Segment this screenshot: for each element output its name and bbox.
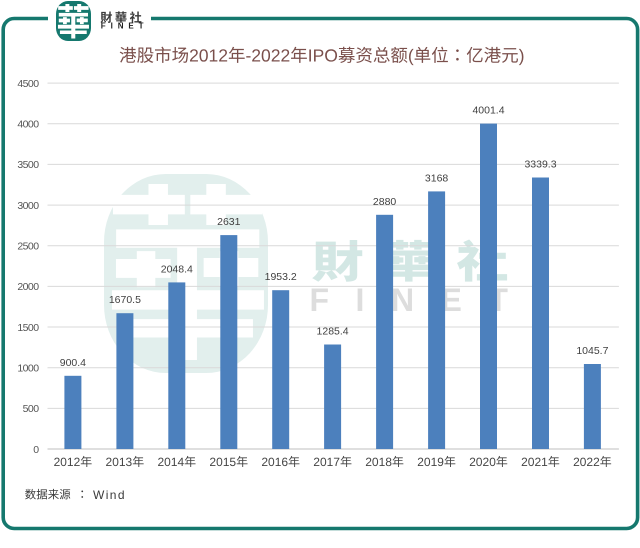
svg-text:3168: 3168: [425, 172, 449, 184]
svg-text:4500: 4500: [17, 78, 39, 90]
svg-text:1953.2: 1953.2: [265, 271, 297, 283]
svg-text:3339.3: 3339.3: [524, 159, 556, 171]
svg-text:1045.7: 1045.7: [576, 345, 608, 357]
svg-text:900.4: 900.4: [60, 357, 86, 369]
svg-text:2631: 2631: [217, 216, 241, 228]
svg-text:4000: 4000: [17, 119, 39, 131]
svg-text:500: 500: [23, 403, 40, 415]
svg-text:2048.4: 2048.4: [161, 263, 193, 275]
svg-text:2880: 2880: [373, 196, 397, 208]
svg-text:1500: 1500: [17, 322, 39, 334]
svg-text:2500: 2500: [17, 241, 39, 253]
svg-text:1285.4: 1285.4: [317, 326, 349, 338]
svg-text:0: 0: [33, 444, 39, 456]
svg-text:FINET: FINET: [310, 282, 535, 318]
svg-text:FINET: FINET: [101, 22, 149, 31]
svg-text:1670.5: 1670.5: [109, 294, 141, 306]
svg-text:1000: 1000: [17, 363, 39, 375]
svg-text:2000: 2000: [17, 281, 39, 293]
svg-text:3500: 3500: [17, 159, 39, 171]
svg-text:3000: 3000: [17, 200, 39, 212]
svg-text:4001.4: 4001.4: [472, 105, 504, 117]
svg-text:Wind: Wind: [93, 488, 126, 502]
